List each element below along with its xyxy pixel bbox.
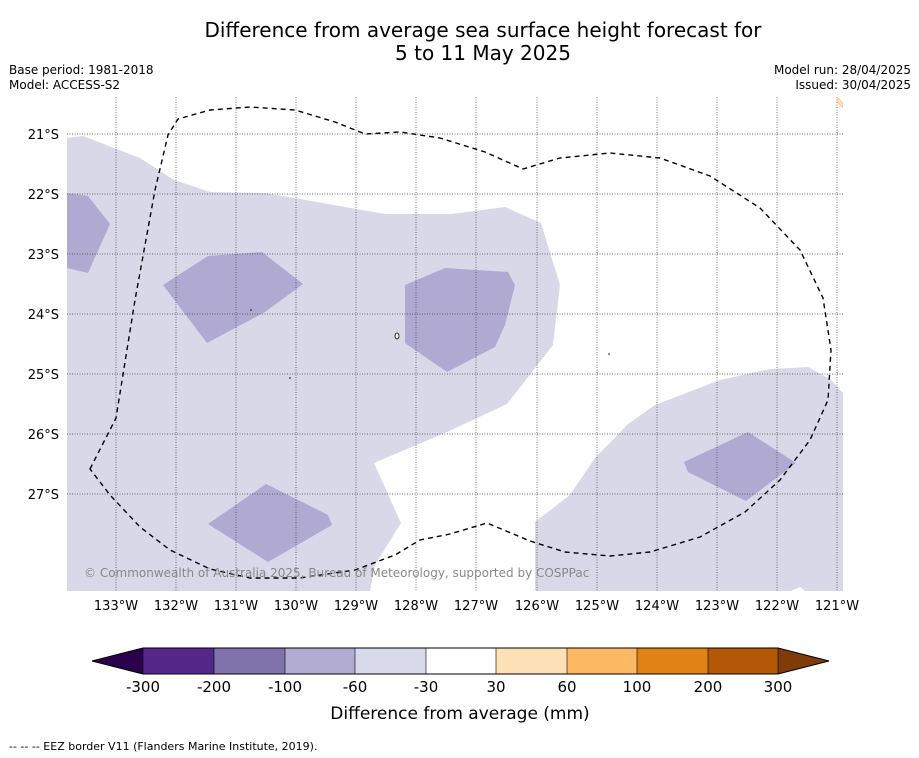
anomaly-region-mid-1: [67, 193, 110, 273]
colorbar-tick: -200: [197, 678, 231, 696]
lat-label: 27°S: [28, 488, 59, 503]
colorbar-segment: [567, 648, 637, 674]
lon-label: 131°W: [214, 599, 258, 614]
colorbar-segment: [355, 648, 426, 674]
colorbar-tick: -100: [268, 678, 302, 696]
colorbar-segment: [708, 648, 778, 674]
lon-label: 124°W: [635, 599, 679, 614]
colorbar-tick: -300: [126, 678, 160, 696]
colorbar-tick: 60: [557, 678, 576, 696]
lat-label: 24°S: [28, 308, 59, 323]
longitude-labels: 133°W 132°W 131°W 130°W 129°W 128°W 127°…: [94, 599, 859, 614]
lon-label: 129°W: [334, 599, 378, 614]
island-marker: [289, 377, 291, 379]
meta-left: Base period: 1981-2018 Model: ACCESS-S2: [9, 63, 154, 93]
colorbar-tick: -30: [414, 678, 439, 696]
lon-label: 122°W: [755, 599, 799, 614]
anomaly-region-light-southeast: [535, 367, 843, 591]
chart-title: Difference from average sea surface heig…: [0, 19, 919, 65]
anomaly-region-mid-5: [684, 432, 796, 501]
island-marker: [250, 309, 252, 311]
island-marker: [394, 332, 400, 340]
corner-mark: [836, 97, 843, 109]
graticule: [67, 97, 843, 591]
lon-label: 133°W: [94, 599, 138, 614]
lat-label: 23°S: [28, 248, 59, 263]
base-period: Base period: 1981-2018: [9, 63, 154, 77]
colorbar: -300 -200 -100 -60 -30 30 60 100 200 300…: [91, 647, 830, 724]
colorbar-tick: 100: [623, 678, 652, 696]
latitude-labels: 21°S 22°S 23°S 24°S 25°S 26°S 27°S: [28, 128, 59, 503]
anomaly-region-mid-3: [405, 268, 515, 372]
map-figure: © Commonwealth of Australia 2025, Bureau…: [28, 97, 859, 724]
colorbar-segment: [143, 648, 214, 674]
lat-label: 21°S: [28, 128, 59, 143]
lon-label: 123°W: [695, 599, 739, 614]
lon-label: 130°W: [274, 599, 318, 614]
colorbar-arrow-right: [778, 648, 829, 674]
colorbar-segment: [637, 648, 708, 674]
model-name: Model: ACCESS-S2: [9, 78, 121, 92]
title-line-2: 5 to 11 May 2025: [395, 41, 571, 65]
issued-date: Issued: 30/04/2025: [795, 78, 911, 92]
colorbar-tick: 200: [694, 678, 723, 696]
lon-label: 127°W: [454, 599, 498, 614]
lon-label: 126°W: [515, 599, 559, 614]
lat-label: 26°S: [28, 428, 59, 443]
colorbar-label: Difference from average (mm): [330, 704, 589, 724]
lon-label: 125°W: [575, 599, 619, 614]
map-copyright: © Commonwealth of Australia 2025, Bureau…: [84, 566, 589, 580]
lon-label: 121°W: [815, 599, 859, 614]
colorbar-segment: [285, 648, 355, 674]
map-area: [67, 97, 843, 591]
colorbar-segment: [426, 648, 496, 674]
lat-label: 25°S: [28, 368, 59, 383]
lat-label: 22°S: [28, 188, 59, 203]
anomaly-region-light-west: [67, 136, 560, 591]
anomaly-region-mid-4: [208, 484, 332, 562]
anomaly-region-mid-2: [163, 252, 303, 343]
colorbar-segment: [214, 648, 285, 674]
eez-border: [89, 106, 832, 579]
colorbar-tick: 30: [486, 678, 505, 696]
model-run: Model run: 28/04/2025: [773, 63, 911, 77]
title-line-1: Difference from average sea surface heig…: [204, 18, 762, 42]
lon-label: 132°W: [154, 599, 198, 614]
eez-footnote: -- -- -- EEZ border V11 (Flanders Marine…: [9, 740, 318, 753]
colorbar-tick: -60: [343, 678, 368, 696]
colorbar-arrow-left: [92, 648, 143, 674]
colorbar-tick: 300: [764, 678, 793, 696]
island-marker: [608, 353, 610, 355]
colorbar-segment: [496, 648, 567, 674]
lon-label: 128°W: [394, 599, 438, 614]
meta-right: Model run: 28/04/2025 Issued: 30/04/2025: [774, 63, 911, 93]
